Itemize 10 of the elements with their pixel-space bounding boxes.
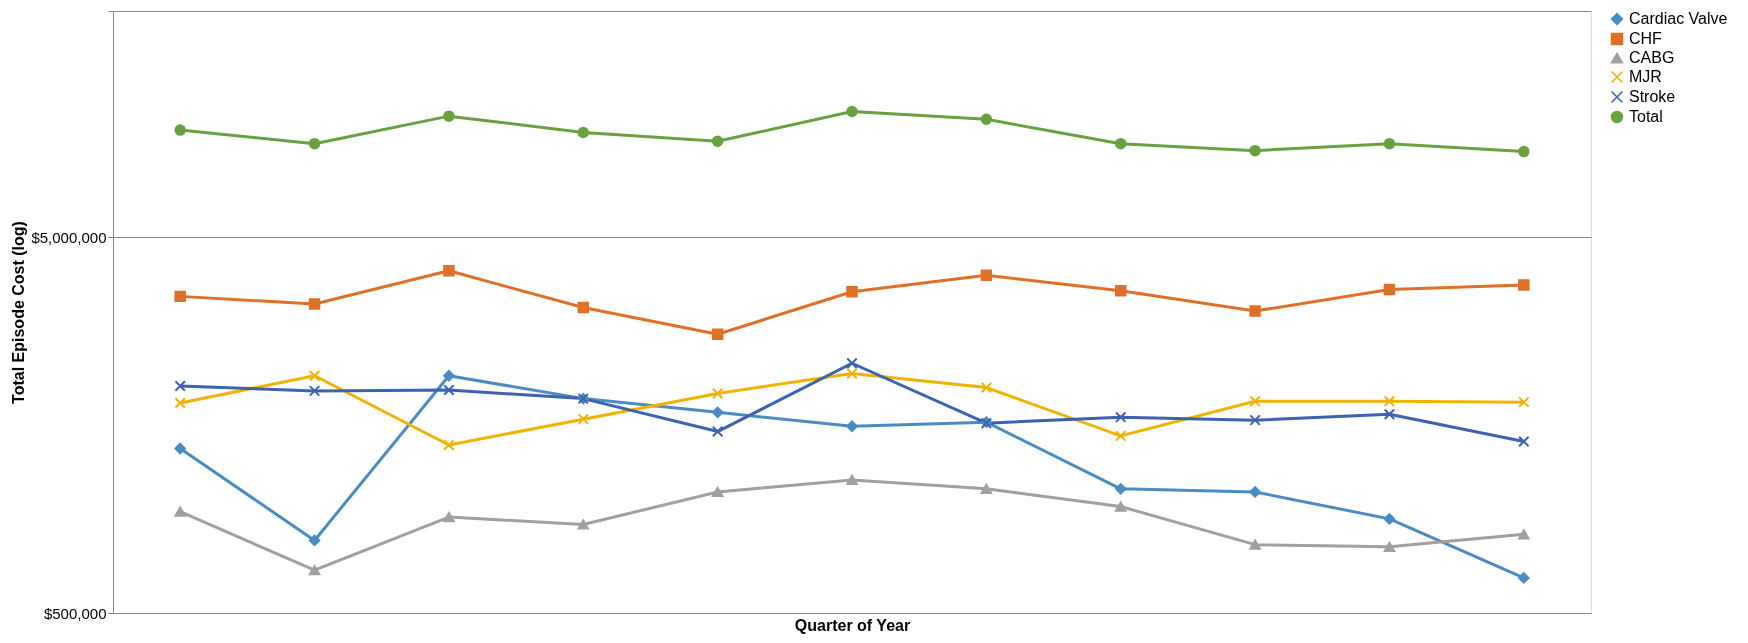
legend-label: Stroke — [1629, 88, 1676, 105]
legend-label: CHF — [1629, 30, 1663, 47]
y-axis-title: Total Episode Cost (log) — [10, 221, 28, 404]
y-tick-label: $5,000,000 — [31, 228, 107, 246]
legend-label: CABG — [1629, 49, 1675, 66]
legend-label: Cardiac Valve — [1629, 10, 1728, 27]
y-tick-label: $500,000 — [43, 604, 107, 622]
x-axis-title: Quarter of Year — [794, 616, 911, 634]
legend-label: MJR — [1629, 68, 1662, 85]
legend-label: Total — [1629, 108, 1663, 125]
